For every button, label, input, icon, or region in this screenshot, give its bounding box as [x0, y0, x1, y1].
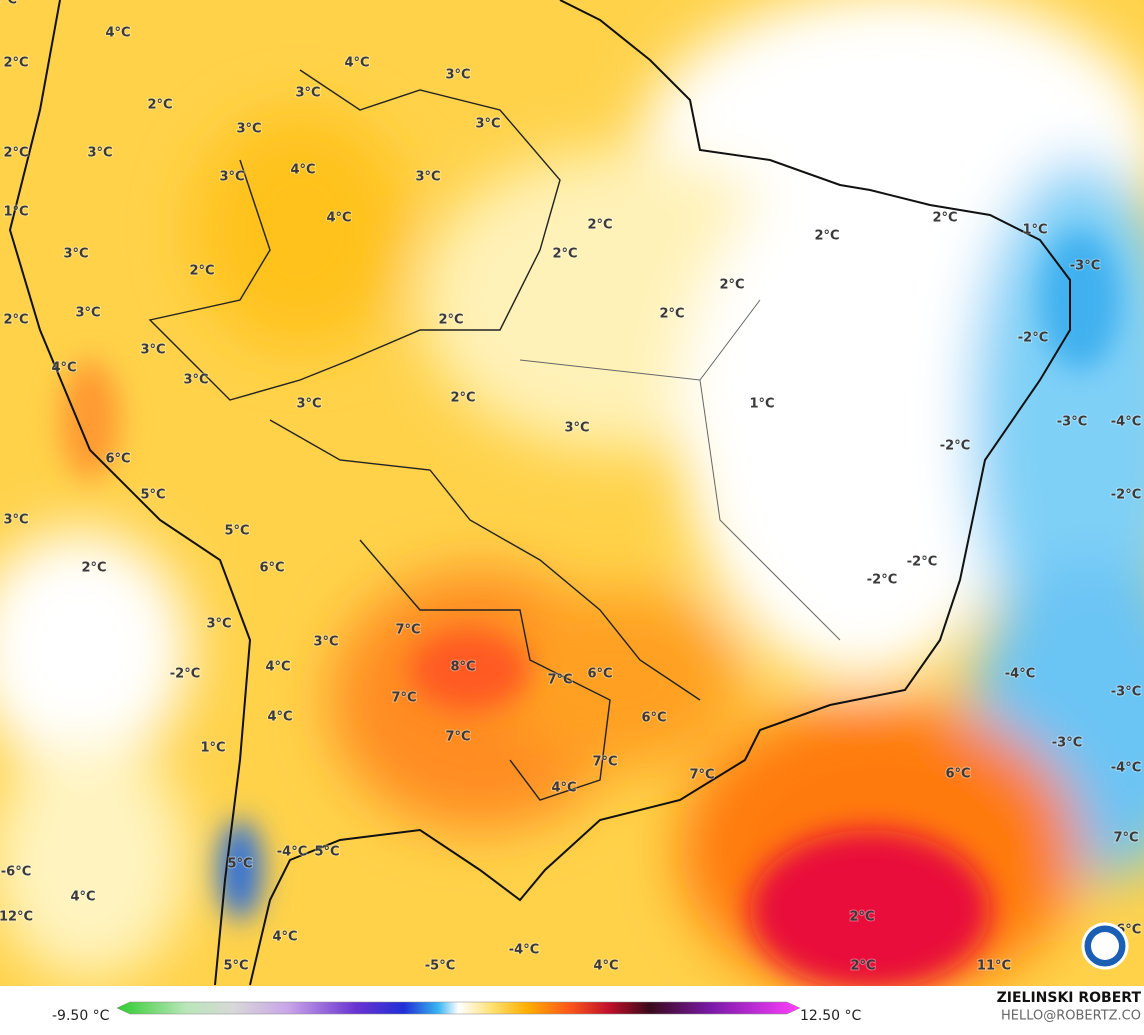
contour-label: 3°C — [140, 343, 165, 358]
contour-label: -4°C — [1005, 667, 1035, 682]
contour-label: 5°C — [314, 845, 339, 860]
contour-label: 3°C — [75, 306, 100, 321]
contour-label: 7°C — [445, 730, 470, 745]
contour-label: 6°C — [945, 767, 970, 782]
contour-label: 3°C — [475, 117, 500, 132]
contour-label: 3°C — [3, 513, 28, 528]
contour-label: 2°C — [147, 98, 172, 113]
contour-label: 4°C — [344, 56, 369, 71]
contour-label: 1°C — [749, 397, 774, 412]
contour-label: -3°C — [1111, 685, 1141, 700]
contour-label: 5°C — [224, 524, 249, 539]
contour-label: 2°C — [587, 218, 612, 233]
contour-label: -3°C — [1057, 415, 1087, 430]
contour-label: -2°C — [907, 555, 937, 570]
contour-label: -6°C — [1, 865, 31, 880]
contour-label: 2°C — [719, 278, 744, 293]
contour-label: 3°C — [296, 397, 321, 412]
contour-label: 4°C — [326, 211, 351, 226]
contour-label: 5°C — [140, 488, 165, 503]
contour-label: 1°C — [3, 205, 28, 220]
contour-label: 7°C — [1113, 831, 1138, 846]
contour-label: 4°C — [272, 930, 297, 945]
contour-label: -2°C — [940, 439, 970, 454]
contour-label: 4°C — [105, 26, 130, 41]
contour-label: 2°C — [450, 391, 475, 406]
contour-label: 3°C — [295, 86, 320, 101]
contour-label: 11°C — [977, 959, 1011, 974]
contour-label: 1°C — [200, 741, 225, 756]
contour-label: 2°C — [81, 561, 106, 576]
coastline — [8, 0, 1071, 986]
contour-label: 2°C — [438, 313, 463, 328]
contour-label: 3°C — [219, 170, 244, 185]
credit-contact: HELLO@ROBERTZ.CO — [1001, 1009, 1141, 1024]
contour-label: 2°C — [849, 910, 874, 925]
contour-label: 10°C — [0, 0, 17, 8]
contour-label: 4°C — [51, 361, 76, 376]
noaa-logo — [1081, 922, 1129, 970]
contour-label: 3°C — [564, 421, 589, 436]
contour-label: 7°C — [592, 755, 617, 770]
contour-label: 4°C — [593, 959, 618, 974]
contour-label: -3°C — [1070, 259, 1100, 274]
borders — [148, 69, 701, 801]
contour-label: 3°C — [206, 617, 231, 632]
contour-label: 7°C — [391, 691, 416, 706]
contour-label: 2°C — [189, 264, 214, 279]
colorbar-min-label: -9.50 °C — [52, 1008, 110, 1024]
contour-labels: 4°C 2°C 4°C 3°C 3°C 2°C 3°C 3°C 2°C 3°C 4°C 3°C 3°C 1… — [0, 0, 1142, 975]
contour-label: 7°C — [689, 768, 714, 783]
contour-label: -4°C — [1111, 761, 1141, 776]
contour-label: 4°C — [70, 890, 95, 905]
contour-label: -2°C — [867, 573, 897, 588]
contour-label: 5°C — [227, 857, 252, 872]
contour-label: 3°C — [63, 247, 88, 262]
contour-label: 3°C — [313, 635, 338, 650]
contour-label: -4°C — [277, 845, 307, 860]
contour-label: -2°C — [1111, 488, 1141, 503]
contour-label: -4°C — [509, 943, 539, 958]
contour-label: 3°C — [445, 68, 470, 83]
contour-label: 8°C — [450, 660, 475, 675]
colorbar: -9.50 °C 12.50 °C — [52, 1001, 862, 1024]
contour-label: 4°C — [267, 710, 292, 725]
contour-label: 7°C — [547, 673, 572, 688]
contour-label: 2°C — [850, 959, 875, 974]
contour-label: 3°C — [236, 122, 261, 137]
contour-label: 1°C — [1022, 223, 1047, 238]
contour-label: -2°C — [170, 667, 200, 682]
map-field: 4°C 2°C 4°C 3°C 3°C 2°C 3°C 3°C 2°C 3°C 4°C 3°C 3°C 1… — [0, 0, 1144, 986]
contour-label: 7°C — [395, 623, 420, 638]
state-borders — [519, 299, 841, 641]
contour-label: 12°C — [0, 910, 33, 925]
colorbar-max-label: 12.50 °C — [800, 1008, 862, 1024]
contour-label: 2°C — [552, 247, 577, 262]
contour-label: 2°C — [3, 146, 28, 161]
contour-label: 2°C — [3, 56, 28, 71]
colorbar-ramp — [116, 1001, 801, 1015]
contour-label: 6°C — [587, 667, 612, 682]
contour-label: 6°C — [105, 452, 130, 467]
contour-label: -5°C — [425, 959, 455, 974]
contour-label: 2°C — [814, 229, 839, 244]
contour-label: -4°C — [1111, 415, 1141, 430]
contour-label: 3°C — [415, 170, 440, 185]
contour-label: 4°C — [265, 660, 290, 675]
contour-label: 2°C — [659, 307, 684, 322]
contour-label: 3°C — [87, 146, 112, 161]
contour-label: 4°C — [290, 163, 315, 178]
contour-label: 6°C — [259, 561, 284, 576]
contour-label: -2°C — [1018, 331, 1048, 346]
contour-label: 2°C — [3, 313, 28, 328]
contour-label: 6°C — [641, 711, 666, 726]
credit-author: ZIELINSKI ROBERT — [997, 990, 1142, 1006]
contour-label: 4°C — [551, 781, 576, 796]
contour-label: 2°C — [932, 211, 957, 226]
contour-label: 5°C — [223, 959, 248, 974]
contour-label: -3°C — [1052, 736, 1082, 751]
contour-label: 3°C — [183, 373, 208, 388]
